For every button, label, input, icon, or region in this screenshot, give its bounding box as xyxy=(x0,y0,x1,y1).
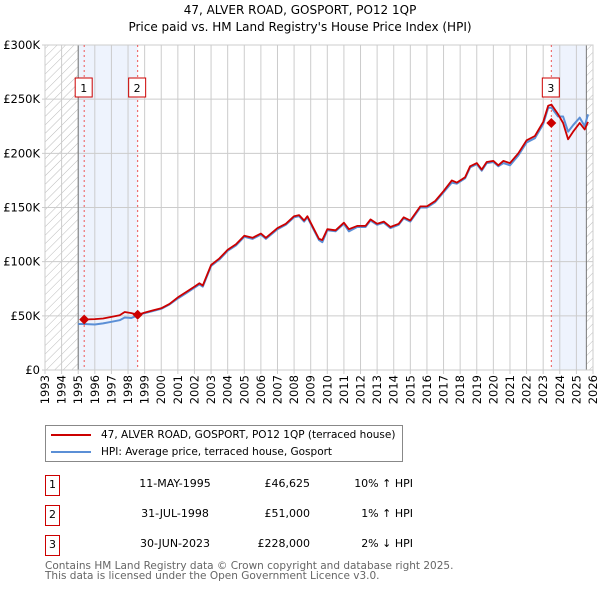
x-tick-label: 2000 xyxy=(154,375,168,404)
x-tick-label: 2019 xyxy=(470,375,484,404)
legend: 47, ALVER ROAD, GOSPORT, PO12 1QP (terra… xyxy=(45,425,403,462)
x-tick-label: 2014 xyxy=(387,375,401,404)
x-tick-label: 2013 xyxy=(370,375,384,404)
x-tick-label: 1994 xyxy=(55,375,69,404)
x-tick-label: 2026 xyxy=(586,375,600,404)
x-tick-label: 1999 xyxy=(138,375,152,404)
sale-hpi-diff: 10% ↑ HPI xyxy=(354,477,413,490)
legend-swatch-property xyxy=(51,434,91,436)
sale-date: 11-MAY-1995 xyxy=(139,477,211,490)
x-tick-label: 2004 xyxy=(221,375,235,404)
chart-subtitle: Price paid vs. HM Land Registry's House … xyxy=(128,20,472,34)
sale-price: £51,000 xyxy=(264,507,311,520)
sale-price: £46,625 xyxy=(264,477,311,490)
sale-point-marker xyxy=(546,118,557,128)
sale-label-box xyxy=(128,77,147,98)
x-tick-label: 2003 xyxy=(204,375,218,404)
table-row: 1 11-MAY-1995 £46,625 10% ↑ HPI xyxy=(45,475,445,496)
x-tick-label: 2024 xyxy=(553,375,567,404)
chart-title: 47, ALVER ROAD, GOSPORT, PO12 1QP xyxy=(183,3,417,17)
x-tick-label: 1998 xyxy=(121,375,135,404)
x-tick-label: 2017 xyxy=(437,375,451,404)
y-tick-label: £300K xyxy=(3,38,40,52)
x-tick-label: 1996 xyxy=(88,375,102,404)
x-tick-label: 2002 xyxy=(187,375,201,404)
sale-date: 30-JUN-2023 xyxy=(139,537,211,550)
y-tick-label: £50K xyxy=(11,309,41,323)
sale-marker-number: 1 xyxy=(45,475,60,496)
table-row: 3 30-JUN-2023 £228,000 2% ↓ HPI xyxy=(45,535,445,556)
x-tick-label: 2001 xyxy=(171,375,185,404)
sale-label-box xyxy=(74,77,93,98)
sale-hpi-diff: 2% ↓ HPI xyxy=(361,537,413,550)
x-tick-label: 2018 xyxy=(453,375,467,404)
legend-item-property: 47, ALVER ROAD, GOSPORT, PO12 1QP (terra… xyxy=(51,427,395,443)
x-tick-label: 1997 xyxy=(104,375,118,404)
sale-hpi-diff: 1% ↑ HPI xyxy=(361,507,413,520)
legend-item-hpi: HPI: Average price, terraced house, Gosp… xyxy=(51,444,332,460)
x-tick-label: 2021 xyxy=(503,375,517,404)
legend-swatch-hpi xyxy=(51,451,91,453)
sale-point-marker xyxy=(132,309,143,320)
x-tick-label: 2007 xyxy=(270,375,284,404)
sale-marker-number: 2 xyxy=(45,505,60,526)
x-tick-label: 2025 xyxy=(569,375,583,404)
sale-label: 2 xyxy=(134,82,141,95)
y-tick-label: £150K xyxy=(3,201,40,215)
y-tick-label: £100K xyxy=(3,255,40,269)
sale-point-marker xyxy=(79,314,90,325)
x-tick-label: 2023 xyxy=(536,375,550,404)
x-tick-label: 1993 xyxy=(38,375,52,404)
x-tick-label: 2016 xyxy=(420,375,434,404)
legend-label-hpi: HPI: Average price, terraced house, Gosp… xyxy=(101,446,333,458)
plot-border xyxy=(44,44,594,371)
x-tick-label: 2015 xyxy=(403,375,417,404)
x-tick-label: 2010 xyxy=(320,375,334,404)
sale-label: 3 xyxy=(547,82,554,95)
footer-licence: This data is licensed under the Open Gov… xyxy=(45,570,380,582)
price-chart: 1993 1994 1995 1996 1997 1998 1999 2000 2001 2002… xyxy=(3,38,600,404)
sale-marker-number: 3 xyxy=(45,535,60,556)
x-tick-label: 2011 xyxy=(337,375,351,404)
legend-label-property: 47, ALVER ROAD, GOSPORT, PO12 1QP (terra… xyxy=(101,429,396,441)
x-tick-label: 2008 xyxy=(287,375,301,404)
sale-label: 1 xyxy=(80,82,87,95)
x-tick-label: 1995 xyxy=(71,375,85,404)
sale-label-box xyxy=(541,77,560,98)
property-price-line xyxy=(84,103,589,321)
x-tick-label: 2005 xyxy=(237,375,251,404)
x-tick-label: 2012 xyxy=(354,375,368,404)
x-tick-label: 2009 xyxy=(304,375,318,404)
sale-price: £228,000 xyxy=(257,537,311,550)
footer-copyright: Contains HM Land Registry data © Crown c… xyxy=(45,560,454,572)
y-tick-label: £200K xyxy=(3,146,40,160)
table-row: 2 31-JUL-1998 £51,000 1% ↑ HPI xyxy=(45,505,445,526)
x-tick-label: 2020 xyxy=(486,375,500,404)
x-tick-label: 2006 xyxy=(254,375,268,404)
sale-date: 31-JUL-1998 xyxy=(141,507,209,520)
y-tick-label: £250K xyxy=(3,92,40,106)
x-tick-label: 2022 xyxy=(520,375,534,404)
y-tick-label: £0 xyxy=(25,363,40,377)
